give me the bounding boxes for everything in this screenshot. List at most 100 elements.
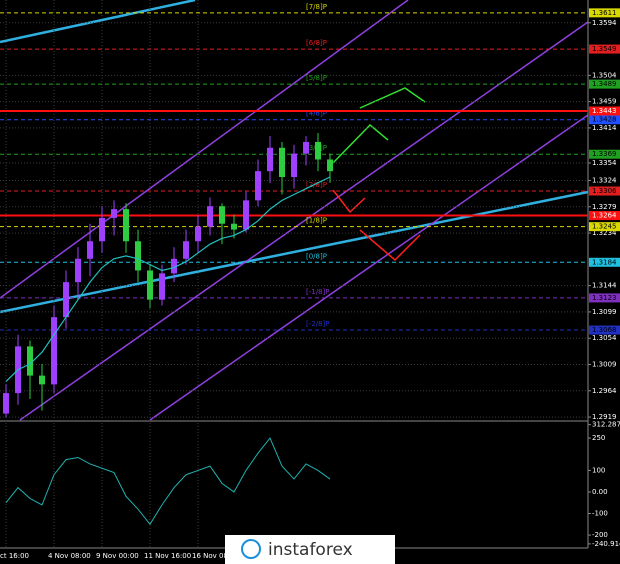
level-label: [0/8]P	[306, 252, 327, 260]
candle-body	[39, 375, 45, 385]
candle-body	[87, 241, 93, 259]
level-price-box	[589, 8, 620, 18]
level-label: [1/8]P	[306, 217, 327, 225]
osc-tick-label: 250	[592, 434, 605, 442]
logo-text: instaforex	[268, 540, 353, 560]
y-tick-label: 1.3054	[592, 334, 617, 342]
level-label: [-1/8]P	[306, 288, 329, 296]
level-label: [-2/8]P	[306, 320, 329, 328]
level-label: [4/8]P	[306, 110, 327, 118]
trend-line	[0, 190, 589, 314]
x-tick-label: 4 Nov 08:00	[48, 552, 91, 560]
candle-body	[207, 206, 213, 227]
x-tick-label: ct 16:00	[0, 552, 29, 560]
resistance-price-label: 1.3443	[592, 107, 617, 115]
y-tick-label: 1.3009	[592, 361, 617, 369]
level-price-label: 1.3549	[592, 45, 617, 53]
channel-line	[0, 0, 409, 299]
level-price-box	[589, 257, 620, 267]
level-price-box	[589, 325, 620, 335]
candle-body	[291, 153, 297, 177]
y-tick-label: 1.3099	[592, 308, 617, 316]
candle-body	[135, 241, 141, 271]
channel-line	[19, 21, 589, 421]
level-price-label: 1.3369	[592, 150, 617, 158]
y-tick-label: 1.3414	[592, 124, 617, 132]
arrow	[332, 123, 389, 164]
level-price-label: 1.3306	[592, 187, 617, 195]
candle-body	[303, 141, 309, 154]
moving-average	[5, 176, 331, 382]
candle-body	[183, 241, 189, 259]
logo-icon	[241, 539, 261, 559]
level-price-box	[589, 222, 620, 232]
y-tick-label: 1.3279	[592, 203, 617, 211]
level-price-box	[589, 115, 620, 125]
candle-body	[75, 258, 81, 283]
osc-tick-label: -200	[592, 531, 608, 539]
arrow	[359, 229, 421, 262]
x-tick-label: 16 Nov 08:00	[192, 552, 239, 560]
level-label: [7/8]P	[306, 3, 327, 11]
candle-body	[195, 226, 201, 242]
y-tick-label: 1.3594	[592, 19, 617, 27]
resistance-price-box	[589, 106, 620, 116]
level-price-label: 1.3068	[592, 326, 617, 334]
y-tick-label: 1.3354	[592, 159, 617, 167]
candle-body	[27, 346, 33, 376]
osc-tick-label: -100	[592, 510, 608, 518]
level-price-box	[589, 44, 620, 54]
y-tick-label: 1.3234	[592, 229, 617, 237]
candle-body	[315, 141, 321, 160]
candle-body	[267, 147, 273, 172]
level-price-label: 1.3428	[592, 116, 617, 124]
candle-body	[111, 209, 117, 218]
y-tick-label: 1.2964	[592, 387, 617, 395]
candle-body	[243, 200, 249, 230]
level-price-label: 1.3184	[592, 258, 617, 266]
candle-body	[147, 270, 153, 300]
level-price-label: 1.3123	[592, 294, 617, 302]
trend-lines	[0, 0, 589, 421]
level-label: [6/8]P	[306, 39, 327, 47]
level-price-box	[589, 79, 620, 89]
candle-body	[99, 217, 105, 242]
trend-line	[0, 0, 196, 44]
candle-body	[171, 258, 177, 274]
level-price-box	[589, 293, 620, 303]
level-price-label: 1.3245	[592, 223, 617, 231]
channel-line	[149, 114, 589, 421]
candle-body	[255, 171, 261, 201]
osc-tick-label: 0.00	[592, 488, 608, 496]
arrow	[332, 189, 366, 214]
candle-body	[51, 317, 57, 385]
y-tick-label: 1.3459	[592, 98, 617, 106]
x-tick-label: 9 Nov 00:00	[96, 552, 139, 560]
x-tick-label: 11 Nov 16:00	[144, 552, 191, 560]
resistance-price-box	[589, 211, 620, 221]
candle-body	[159, 273, 165, 300]
resistance-price-label: 1.3264	[592, 212, 617, 220]
y-tick-label: 1.3504	[592, 71, 617, 79]
level-price-label: 1.3611	[592, 9, 617, 17]
level-label: [2/8]P	[306, 181, 327, 189]
y-tick-label: 1.2919	[592, 413, 617, 421]
level-label: [5/8]P	[306, 74, 327, 82]
y-tick-label: 1.3324	[592, 177, 617, 185]
oscillator-line	[5, 437, 331, 526]
candle-body	[219, 206, 225, 224]
candle-body	[63, 282, 69, 318]
level-price-box	[589, 186, 620, 196]
candle-body	[3, 393, 9, 414]
logo: instaforex	[225, 535, 395, 564]
y-tick-label: 1.3144	[592, 282, 617, 290]
osc-tick-label: 100	[592, 466, 605, 474]
candle-body	[279, 147, 285, 177]
level-price-box	[589, 149, 620, 159]
candle-body	[327, 159, 333, 172]
candle-body	[123, 209, 129, 242]
